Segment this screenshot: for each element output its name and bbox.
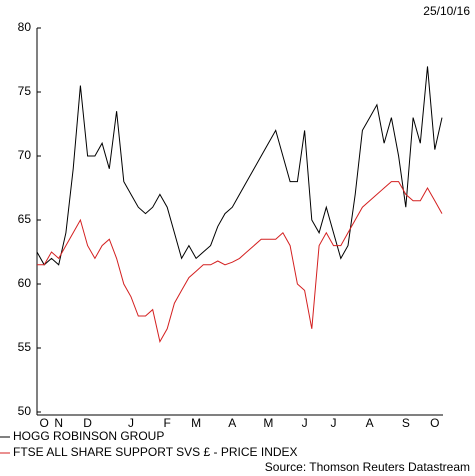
x-tick-label: J xyxy=(128,416,134,430)
y-tick-label: 75 xyxy=(18,84,32,98)
date: 25/10/16 xyxy=(423,4,470,18)
y-tick-label: 60 xyxy=(18,276,32,290)
source: Source: Thomson Reuters Datastream xyxy=(265,460,470,474)
x-tick-label: D xyxy=(83,416,92,430)
x-tick-label: A xyxy=(366,416,374,430)
series-line xyxy=(37,181,443,343)
y-tick-label: 50 xyxy=(18,404,32,418)
y-tick-label: 80 xyxy=(18,20,32,34)
x-tick-label: M xyxy=(263,416,273,430)
x-tick-label: O xyxy=(40,416,49,430)
series-line xyxy=(36,66,443,266)
x-tick-label: N xyxy=(54,416,63,430)
x-tick-label: O xyxy=(430,416,439,430)
y-tick-label: 70 xyxy=(18,148,32,162)
x-tick-label: M xyxy=(191,416,201,430)
x-tick-label: J xyxy=(331,416,337,430)
x-tick-label: J xyxy=(302,416,308,430)
x-tick-label: A xyxy=(228,416,236,430)
legend-label: FTSE ALL SHARE SUPPORT SVS £ - PRICE IND… xyxy=(13,445,298,459)
x-tick-label: F xyxy=(164,416,171,430)
y-tick-label: 65 xyxy=(18,212,32,226)
y-tick-label: 55 xyxy=(18,340,32,354)
x-tick-label: S xyxy=(402,416,410,430)
legend-label: HOGG ROBINSON GROUP xyxy=(13,429,164,443)
